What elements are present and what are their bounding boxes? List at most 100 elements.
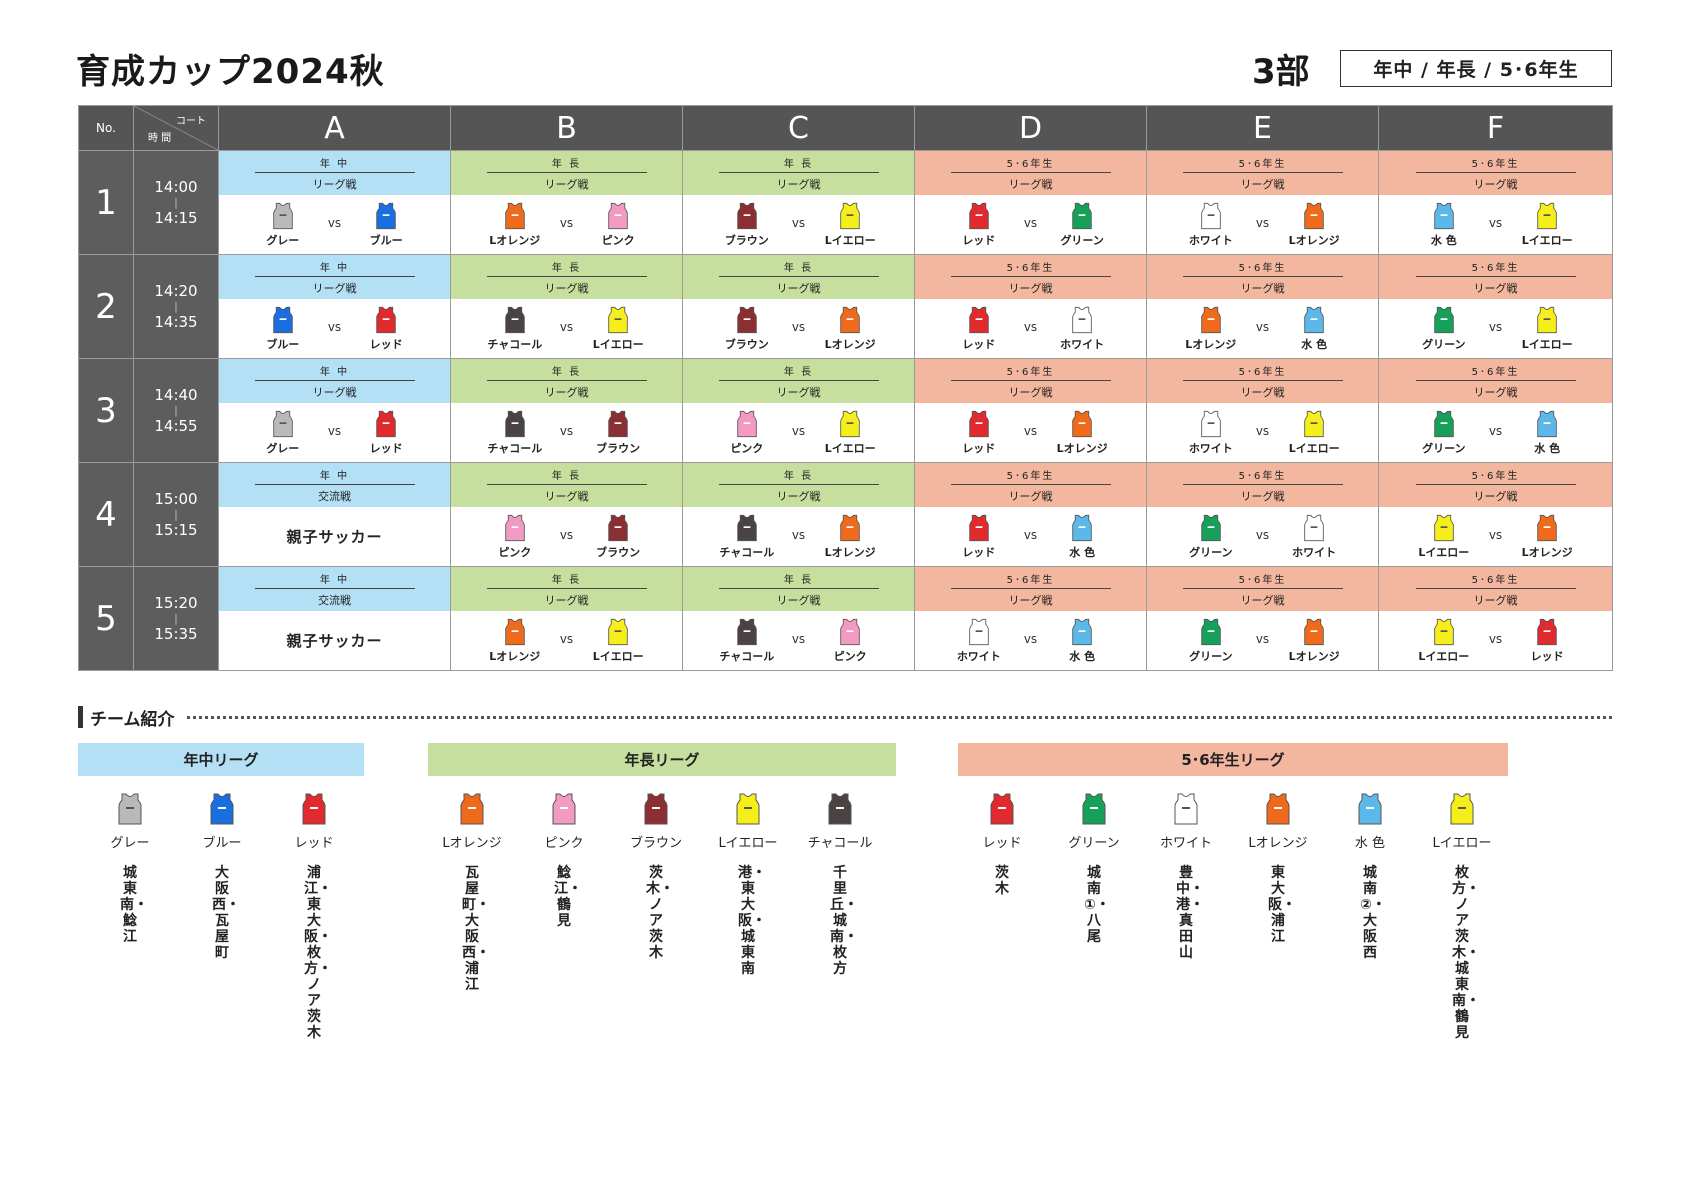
- team-color-label: Lオレンジ: [442, 836, 502, 851]
- vs-label: vs: [559, 319, 574, 334]
- grade-label: 5･6年生: [950, 571, 1111, 589]
- match-type: リーグ戦: [1008, 385, 1053, 399]
- slot-header: 年 長リーグ戦: [451, 255, 682, 299]
- home-team: ブルー: [248, 306, 318, 352]
- bib-icon: [969, 306, 989, 333]
- grade-label: 5･6年生: [950, 155, 1111, 173]
- bib-icon: [1304, 410, 1324, 437]
- home-team-name: Lオレンジ: [489, 649, 541, 663]
- match-slot: 5･6年生 リーグ戦 レッド vs Lオレンジ: [914, 358, 1147, 463]
- intro-team: レッド 茨木: [962, 792, 1042, 897]
- special-event-label: 親子サッカー: [286, 528, 383, 546]
- vs-label: vs: [559, 631, 574, 646]
- away-team-name: Lイエロー: [592, 337, 644, 351]
- page-title: 育成カップ2024秋: [76, 52, 385, 92]
- match-type: リーグ戦: [1473, 385, 1518, 399]
- slot-header: 年 長リーグ戦: [683, 151, 914, 195]
- slot-inner: 5･6年生 リーグ戦 グリーン vs Lイエロー: [1379, 255, 1612, 358]
- slot-body: ブラウン vs Lイエロー: [683, 195, 914, 254]
- bib-icon: [737, 306, 757, 333]
- team-schools: 豊中・港・真田山: [1176, 865, 1204, 961]
- court-header-e: E: [1146, 105, 1379, 151]
- intro-team: ピンク 鯰江・鶴見: [524, 792, 604, 929]
- slot-header: 5･6年生 リーグ戦: [1379, 151, 1612, 195]
- time-cell: 14:00 | 14:15: [133, 150, 219, 255]
- slot-body: グレー vs ブルー: [219, 195, 450, 254]
- grade-label: 5･6年生: [1182, 571, 1343, 589]
- slot-body: Lイエロー vs Lオレンジ: [1379, 507, 1612, 566]
- bib-icon: [273, 202, 293, 229]
- away-team-name: Lオレンジ: [1056, 441, 1108, 455]
- intro-team: Lオレンジ 瓦屋町・大阪西・浦江: [432, 792, 512, 993]
- bib-icon: [840, 618, 860, 645]
- schedule-row: 4 15:00 | 15:15 年 中交流戦 親子サッカー年 長リーグ戦 ピンク vs ブラウン…: [78, 462, 1613, 567]
- slot-body: Lオレンジ vs 水 色: [1147, 299, 1378, 358]
- slot-body: グリーン vs Lオレンジ: [1147, 611, 1378, 670]
- slot-header: 5･6年生 リーグ戦: [1379, 463, 1612, 507]
- start-time: 14:00: [154, 177, 198, 196]
- match-type: リーグ戦: [1008, 593, 1053, 607]
- bib-icon: [460, 793, 484, 825]
- vs-label: vs: [1023, 215, 1038, 230]
- slot-body: ホワイト vs 水 色: [915, 611, 1146, 670]
- slot-body: グレー vs レッド: [219, 403, 450, 462]
- slot-inner: 5･6年生 リーグ戦 Lイエロー vs Lオレンジ: [1379, 463, 1612, 566]
- home-team-name: グリーン: [1422, 337, 1466, 351]
- grade-label: 年 長: [486, 571, 647, 589]
- slot-header: 5･6年生 リーグ戦: [1379, 567, 1612, 611]
- match-slot: 5･6年生リーグ戦ホワイト vs 水 色: [914, 566, 1147, 671]
- slot-header: 5･6年生 リーグ戦: [915, 151, 1146, 195]
- home-team: レッド: [944, 410, 1014, 456]
- match-number: 2: [78, 254, 134, 359]
- away-team: ホワイト: [1047, 306, 1117, 352]
- away-team-name: Lイエロー: [1521, 337, 1573, 351]
- match-number: 3: [78, 358, 134, 463]
- grade-label: 年 長: [718, 571, 879, 589]
- home-team-name: レッド: [962, 233, 996, 247]
- team-color-label: ブルー: [202, 836, 242, 851]
- division-label: 3部: [1252, 52, 1310, 92]
- slot-body: ピンク vs Lイエロー: [683, 403, 914, 462]
- grade-label: 年 長: [486, 467, 647, 485]
- bib-icon: [505, 618, 525, 645]
- grade-label: 5･6年生: [1415, 155, 1576, 173]
- bib-icon: [273, 306, 293, 333]
- slot-inner: 年 長リーグ戦 ブラウン vs Lオレンジ: [683, 255, 914, 358]
- bib-icon: [273, 410, 293, 437]
- vs-label: vs: [791, 423, 806, 438]
- team-color-label: ブラウン: [629, 836, 682, 851]
- away-team-name: ホワイト: [1292, 545, 1337, 559]
- match-type: リーグ戦: [544, 177, 589, 191]
- slot-inner: 年 中交流戦 親子サッカー: [219, 463, 450, 566]
- vs-label: vs: [327, 215, 342, 230]
- match-slot: 年 長リーグ戦 チャコール vs ピンク: [682, 566, 915, 671]
- bib-icon: [608, 306, 628, 333]
- match-slot: 年 中リーグ戦 グレー vs ブルー: [218, 150, 451, 255]
- home-team-name: Lオレンジ: [489, 233, 541, 247]
- match-slot: 5･6年生 リーグ戦 レッド vs ホワイト: [914, 254, 1147, 359]
- bib-icon: [505, 306, 525, 333]
- home-team: グリーン: [1409, 306, 1479, 352]
- bib-icon: [1201, 514, 1221, 541]
- match-slot: 5･6年生 リーグ戦 グリーン vs Lイエロー: [1378, 254, 1613, 359]
- slot-inner: 5･6年生 リーグ戦 レッド vs ホワイト: [915, 255, 1146, 358]
- match-slot: 5･6年生 リーグ戦 グリーン vs 水 色: [1378, 358, 1613, 463]
- bib-icon: [505, 514, 525, 541]
- vs-label: vs: [791, 215, 806, 230]
- away-team-name: 水 色: [1534, 441, 1561, 455]
- team-color-label: Lオレンジ: [1248, 836, 1308, 851]
- match-type: リーグ戦: [776, 593, 821, 607]
- home-team: Lオレンジ: [480, 202, 550, 248]
- match-slot: 5･6年生 リーグ戦 Lイエロー vs Lオレンジ: [1378, 462, 1613, 567]
- match-type: リーグ戦: [1240, 593, 1285, 607]
- away-team-name: Lオレンジ: [824, 545, 876, 559]
- home-team-name: グレー: [266, 441, 300, 455]
- away-team: Lイエロー: [815, 410, 885, 456]
- vs-label: vs: [791, 319, 806, 334]
- court-header-c: C: [682, 105, 915, 151]
- match-type: リーグ戦: [1240, 385, 1285, 399]
- slot-inner: 5･6年生 リーグ戦 レッド vs Lオレンジ: [915, 359, 1146, 462]
- slot-inner: 年 中リーグ戦 ブルー vs レッド: [219, 255, 450, 358]
- slot-body: チャコール vs Lオレンジ: [683, 507, 914, 566]
- away-team: レッド: [351, 410, 421, 456]
